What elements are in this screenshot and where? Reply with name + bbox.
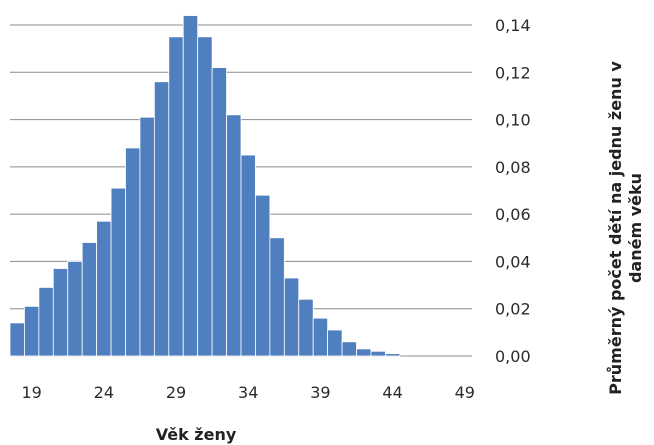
y-tick-label: 0,12 <box>495 63 531 82</box>
histogram-bar <box>9 322 25 357</box>
histogram-bar <box>269 237 285 357</box>
histogram-bar <box>226 114 242 357</box>
histogram-bar <box>96 220 112 357</box>
histogram-bar <box>24 305 40 357</box>
x-tick-label: 19 <box>21 383 41 402</box>
y-tick-labels: 0,00 0,02 0,04 0,06 0,08 0,10 0,12 0,14 <box>495 16 531 366</box>
histogram-bar <box>197 36 213 357</box>
x-tick-labels: 19 24 29 34 39 44 49 <box>21 383 474 402</box>
histogram-bar <box>312 317 329 357</box>
histogram-bar <box>327 329 343 357</box>
histogram-bar <box>168 36 184 357</box>
x-tick-label: 24 <box>94 383 114 402</box>
y-tick-label: 0,04 <box>495 252 531 271</box>
y-tick-label: 0,02 <box>495 300 531 319</box>
histogram-bar <box>81 242 98 357</box>
y-axis-title-line-2: daném věku <box>626 173 645 283</box>
y-tick-label: 0,14 <box>495 16 531 35</box>
x-tick-label: 34 <box>238 383 258 402</box>
y-tick-label: 0,00 <box>495 347 531 366</box>
histogram-bar <box>211 67 227 357</box>
y-tick-label: 0,08 <box>495 158 531 177</box>
histogram-bar <box>153 81 170 357</box>
histogram-bar <box>341 341 357 357</box>
histogram-bar <box>240 154 256 357</box>
x-tick-label: 49 <box>455 383 475 402</box>
histogram-bar <box>384 353 401 357</box>
histogram-bar <box>298 298 314 357</box>
histogram-bar <box>125 147 141 357</box>
x-tick-label: 44 <box>382 383 402 402</box>
histogram-bar <box>38 287 54 357</box>
histogram-bar <box>356 348 372 357</box>
histogram-bar <box>67 261 83 357</box>
histogram-bar <box>370 350 386 357</box>
histogram-bar <box>52 268 69 357</box>
x-tick-label: 29 <box>166 383 186 402</box>
histogram-bar <box>283 277 300 357</box>
y-tick-label: 0,10 <box>495 111 531 130</box>
x-axis-title: Věk ženy <box>156 425 237 444</box>
histogram-bar <box>139 116 155 357</box>
histogram-bar <box>255 194 271 357</box>
histogram-bar <box>110 187 126 357</box>
histogram-bar <box>182 15 199 357</box>
x-tick-label: 39 <box>310 383 330 402</box>
y-axis-title-line-1: Průměrný počet dětí na jednu ženu v <box>606 61 625 395</box>
bars <box>9 15 401 357</box>
y-tick-label: 0,06 <box>495 205 531 224</box>
